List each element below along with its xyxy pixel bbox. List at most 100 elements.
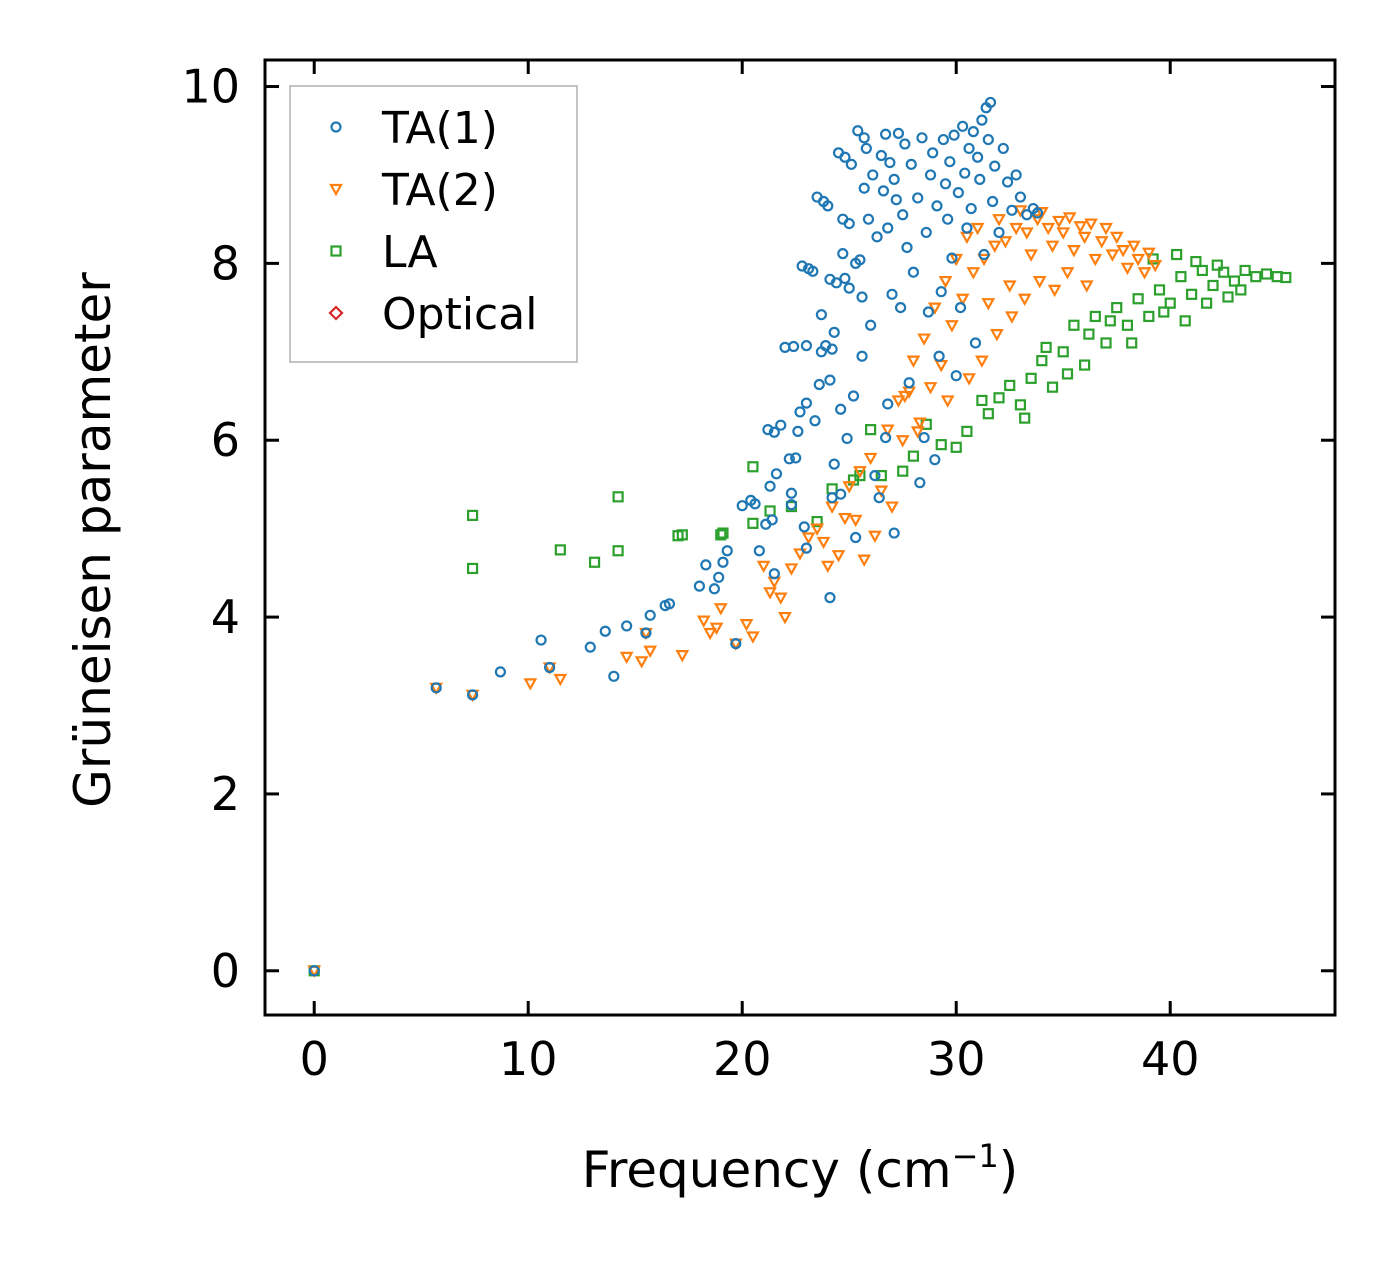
data-point [828, 326, 840, 338]
data-point [934, 359, 949, 373]
data-point [922, 306, 935, 318]
data-point [933, 350, 945, 362]
data-point [1024, 249, 1038, 262]
data-point [863, 452, 878, 466]
data-point [877, 185, 890, 197]
data-point [703, 627, 717, 641]
legend-item: LA [330, 227, 438, 278]
data-point [848, 514, 863, 528]
series-la [308, 248, 1292, 977]
data-point [868, 530, 882, 543]
data-point [910, 426, 925, 439]
data-point [892, 127, 905, 139]
data-point [954, 301, 967, 314]
data-point [764, 480, 776, 492]
data-point [950, 370, 962, 382]
data-point [938, 275, 953, 289]
data-point [966, 267, 981, 280]
data-point [775, 419, 787, 431]
data-point [676, 529, 688, 541]
data-point [1207, 279, 1219, 292]
data-point [1060, 267, 1075, 280]
data-point [1014, 191, 1027, 203]
data-point [850, 531, 862, 544]
x-tick-label: 0 [300, 1032, 329, 1086]
data-point [764, 505, 776, 517]
data-point [824, 592, 836, 604]
data-point [523, 678, 538, 691]
data-point [918, 431, 930, 444]
data-point [1062, 212, 1077, 225]
data-point [1073, 221, 1088, 234]
data-point [1041, 222, 1056, 236]
data-point [1009, 222, 1024, 236]
data-point [917, 333, 931, 346]
data-point [965, 202, 977, 215]
data-point [766, 514, 778, 526]
data-point [1079, 280, 1094, 293]
data-point [756, 560, 771, 574]
y-axis-label: Grüneisen parameter [64, 272, 122, 808]
data-point [963, 142, 975, 155]
data-point [1260, 268, 1273, 280]
data-point [643, 645, 658, 658]
data-point [778, 611, 792, 625]
data-point [960, 231, 974, 245]
data-point [962, 373, 976, 386]
data-point [957, 120, 969, 132]
legend-marker [330, 121, 342, 133]
data-point [1120, 262, 1135, 276]
legend-item: Optical [328, 289, 537, 340]
data-point [882, 398, 894, 410]
data-point [828, 458, 840, 470]
data-point [768, 426, 780, 438]
data-point [835, 488, 847, 500]
series-ta-1- [308, 96, 1044, 977]
data-point [858, 132, 870, 144]
data-point [986, 195, 999, 208]
data-point [466, 689, 479, 701]
data-point [976, 394, 988, 407]
data-point [903, 377, 915, 389]
data-point [717, 556, 729, 568]
x-tick-label: 30 [927, 1032, 986, 1086]
data-point [793, 548, 807, 561]
data-point [640, 627, 652, 639]
data-point [890, 194, 902, 206]
data-point [843, 282, 855, 294]
data-point [824, 374, 836, 386]
data-point [884, 156, 896, 169]
data-point [773, 592, 788, 605]
data-point [1025, 372, 1037, 384]
legend-label: LA [382, 227, 438, 278]
data-point [839, 272, 851, 285]
data-point [905, 158, 917, 170]
y-tick-label: 4 [211, 590, 240, 644]
legend-marker [328, 305, 344, 321]
data-point [1250, 271, 1262, 283]
data-point [1186, 288, 1198, 300]
data-point [810, 523, 824, 536]
y-tick-label: 10 [181, 60, 240, 114]
data-point [1052, 215, 1066, 229]
data-point [1190, 256, 1202, 268]
data-point [891, 395, 906, 408]
data-point [984, 96, 997, 109]
data-point [993, 226, 1005, 239]
data-point [1099, 222, 1113, 236]
data-point [946, 252, 958, 264]
data-point [894, 301, 907, 314]
data-point [825, 501, 839, 514]
data-point [842, 481, 857, 494]
data-point [794, 406, 806, 418]
data-point [935, 286, 947, 298]
data-point [1200, 297, 1213, 309]
data-point [901, 241, 913, 254]
data-point [675, 650, 690, 663]
data-point [948, 129, 960, 141]
data-point [1171, 248, 1183, 261]
data-point [494, 666, 506, 678]
data-point [997, 142, 1009, 155]
data-point [927, 147, 939, 159]
